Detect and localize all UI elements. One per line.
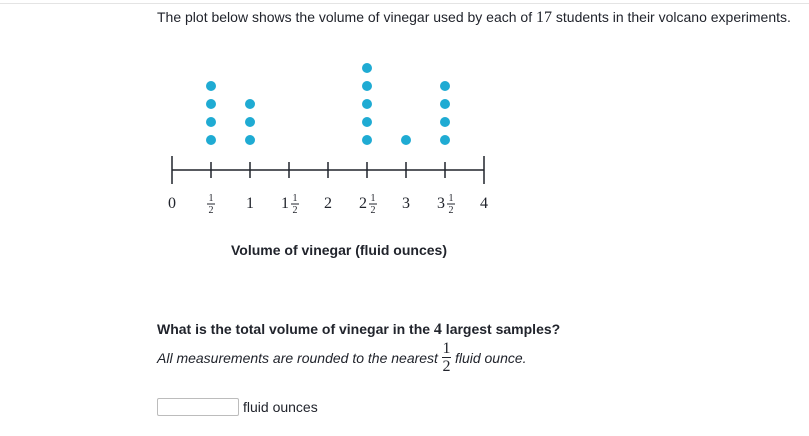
top-divider bbox=[0, 3, 809, 4]
rounding-note: All measurements are rounded to the near… bbox=[157, 340, 527, 375]
x-tick-numerator: 1 bbox=[371, 193, 376, 204]
data-dot bbox=[245, 135, 255, 145]
data-dot bbox=[440, 117, 450, 127]
answer-input[interactable] bbox=[157, 398, 239, 416]
data-dot bbox=[245, 99, 255, 109]
x-tick-label: 1 bbox=[281, 195, 289, 212]
x-tick-label: 4 bbox=[480, 195, 488, 212]
answer-unit: fluid ounces bbox=[243, 399, 318, 415]
data-dot bbox=[206, 117, 216, 127]
data-dot bbox=[362, 81, 372, 91]
x-tick-denominator: 2 bbox=[293, 205, 298, 216]
data-dot bbox=[245, 117, 255, 127]
question-text: What is the total volume of vinegar in t… bbox=[157, 321, 561, 338]
data-dot bbox=[206, 99, 216, 109]
x-tick-label: 2 bbox=[359, 195, 367, 212]
sample-count: 4 bbox=[433, 321, 442, 338]
data-dot bbox=[440, 135, 450, 145]
data-dot bbox=[362, 99, 372, 109]
x-tick-denominator: 2 bbox=[209, 205, 214, 216]
x-tick-label: 3 bbox=[437, 195, 445, 212]
x-tick-label: 0 bbox=[168, 195, 176, 212]
data-dot bbox=[362, 63, 372, 73]
data-dot bbox=[206, 81, 216, 91]
x-tick-denominator: 2 bbox=[449, 205, 454, 216]
x-tick-label: 1 bbox=[246, 195, 254, 212]
data-dot bbox=[362, 135, 372, 145]
data-dot bbox=[362, 117, 372, 127]
answer-row: fluid ounces bbox=[157, 398, 318, 416]
x-tick-label: 2 bbox=[324, 195, 332, 212]
x-tick-numerator: 1 bbox=[293, 193, 298, 204]
x-tick-denominator: 2 bbox=[371, 205, 376, 216]
x-tick-numerator: 1 bbox=[209, 193, 214, 204]
data-dot bbox=[401, 135, 411, 145]
half-fraction: 1 2 bbox=[441, 340, 451, 375]
intro-text: The plot below shows the volume of vineg… bbox=[157, 9, 791, 26]
data-dot bbox=[440, 81, 450, 91]
data-dot bbox=[206, 135, 216, 145]
x-axis-title: Volume of vinegar (fluid ounces) bbox=[231, 242, 447, 258]
x-tick-label: 3 bbox=[402, 195, 410, 212]
student-count: 17 bbox=[536, 9, 552, 26]
data-dot bbox=[440, 99, 450, 109]
x-tick-numerator: 1 bbox=[449, 193, 454, 204]
dot-plot: 0 12 1 1 12 2 2 12 3 3 12 4 bbox=[168, 63, 488, 216]
